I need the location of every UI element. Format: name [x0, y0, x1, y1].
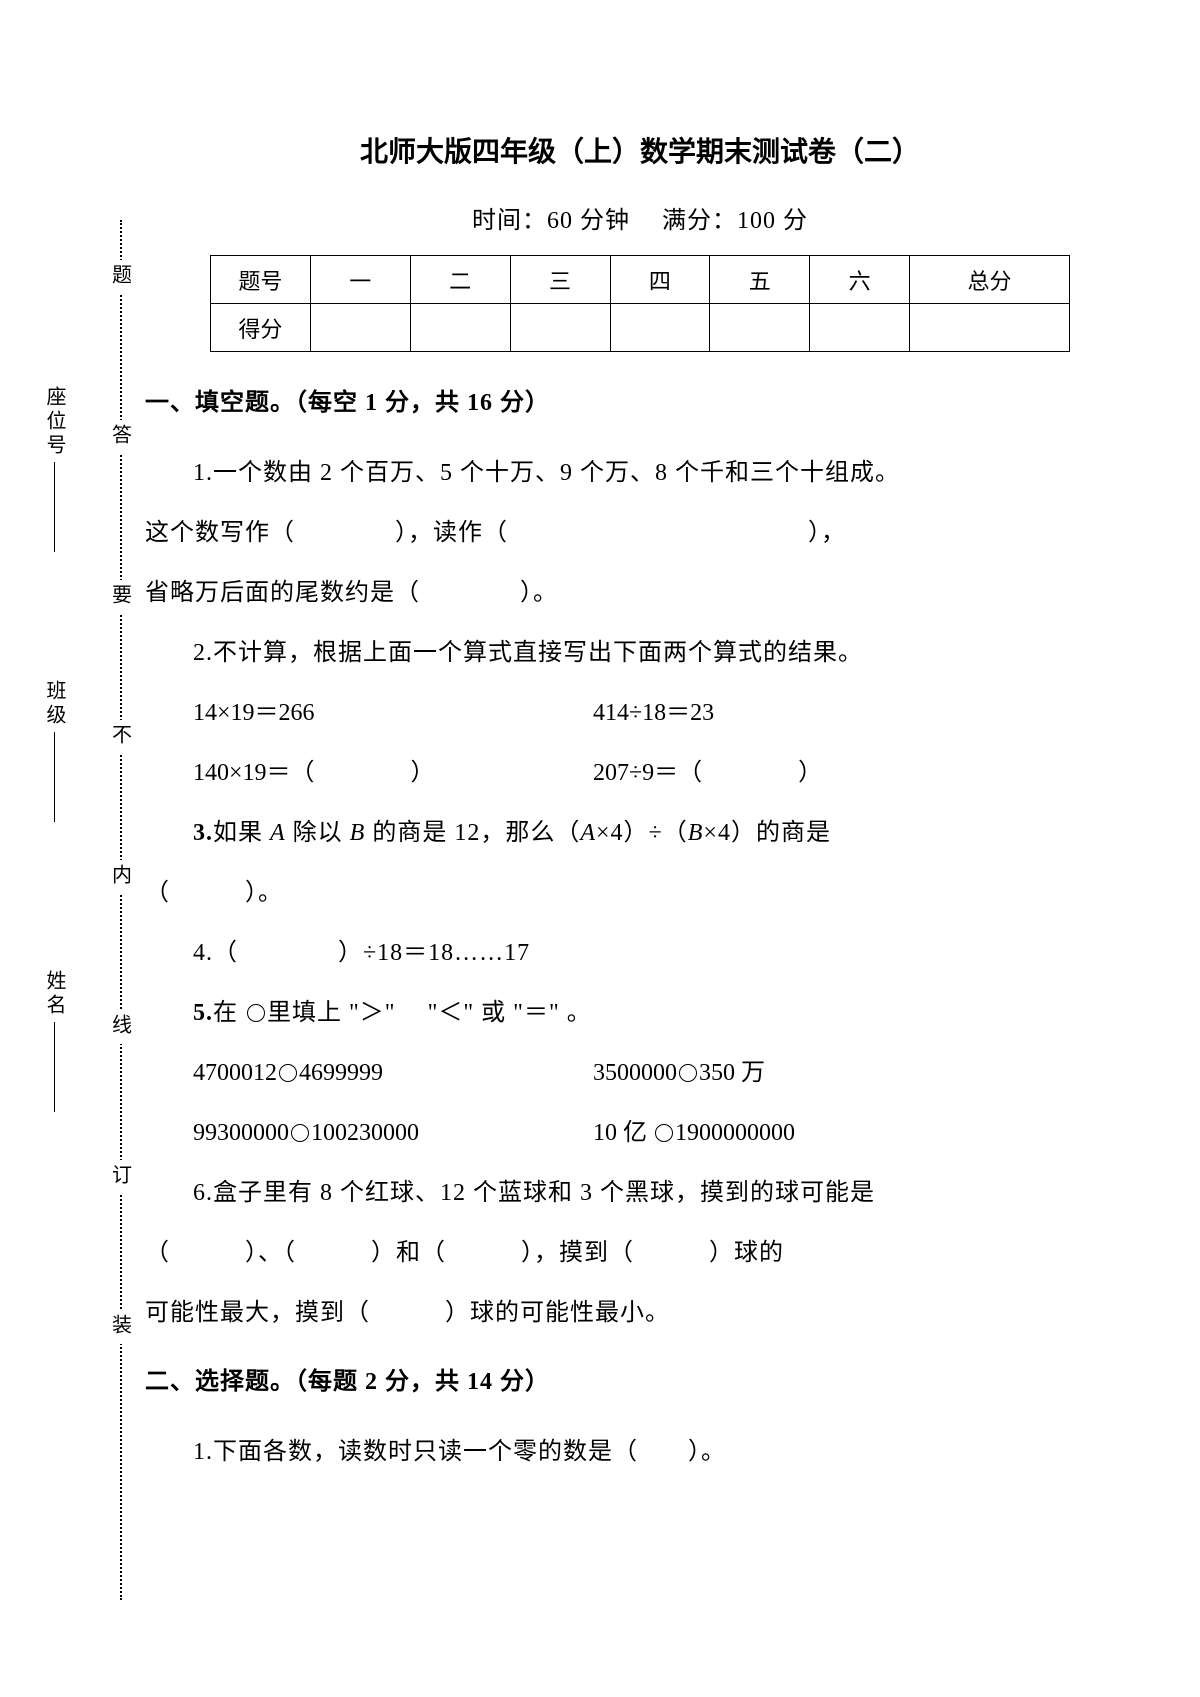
strip-char-3: 要 [106, 580, 135, 614]
table-cell-blank [710, 304, 810, 352]
q5-row-1: 47000124699999 3500000350 万 [145, 1043, 1135, 1103]
table-row: 题号 一 二 三 四 五 六 总分 [211, 256, 1070, 304]
strip-char-5: 内 [106, 860, 135, 894]
circle-icon [291, 1124, 309, 1142]
circle-icon [655, 1124, 673, 1142]
strip-char-7: 订 [106, 1160, 135, 1194]
subtitle-time: 时间：60 分钟 [472, 208, 630, 234]
q5-c-right: 10 亿 1900000000 [593, 1103, 795, 1163]
info-class-label: 班级 [40, 680, 69, 728]
q2-eq-row-1: 14×19＝266 414÷18＝23 [145, 683, 1135, 743]
q5-line1: 5.在 里填上 "＞" "＜" 或 "＝" 。 [145, 983, 1135, 1043]
table-cell-label: 得分 [211, 304, 311, 352]
strip-char-4: 不 [106, 720, 135, 754]
q3: 3.如果 A 除以 B 的商是 12，那么（A×4）÷（B×4）的商是 [145, 803, 1135, 863]
circle-icon [247, 1004, 265, 1022]
q2-eq1-left: 14×19＝266 [193, 683, 593, 743]
info-seat-label: 座位号 [40, 386, 69, 458]
q2-eq1-right: 414÷18＝23 [593, 683, 714, 743]
info-class: 班级 [40, 680, 69, 822]
table-cell-blank [810, 304, 910, 352]
q1-line3: 省略万后面的尾数约是（ ）。 [145, 563, 1135, 623]
section-2-head: 二、选择题。（每题 2 分，共 14 分） [145, 1361, 1135, 1396]
q4: 4.（ ）÷18＝18……17 [145, 923, 1135, 983]
q1-line1: 1.一个数由 2 个百万、5 个十万、9 个万、8 个千和三个十组成。 [145, 443, 1135, 503]
page-content: 北师大版四年级（上）数学期末测试卷（二） 时间：60 分钟 满分：100 分 题… [145, 130, 1135, 1482]
circle-icon [279, 1064, 297, 1082]
q6-line2: （ ）、（ ）和（ ），摸到（ ）球的 [145, 1223, 1135, 1283]
q2-line1: 2.不计算，根据上面一个算式直接写出下面两个算式的结果。 [145, 623, 1135, 683]
q5-b-left: 47000124699999 [193, 1043, 593, 1103]
table-cell: 二 [410, 256, 510, 304]
table-row: 得分 [211, 304, 1070, 352]
table-cell: 四 [610, 256, 710, 304]
info-name-line [54, 1022, 55, 1112]
q2-eq-row-2: 140×19＝（ ） 207÷9＝（ ） [145, 743, 1135, 803]
info-name-label: 姓名 [40, 970, 69, 1018]
table-cell-blank [610, 304, 710, 352]
page-title: 北师大版四年级（上）数学期末测试卷（二） [145, 130, 1135, 170]
table-cell: 五 [710, 256, 810, 304]
binding-strip: 题 答 要 不 内 线 订 装 [95, 220, 145, 1600]
table-cell-blank [410, 304, 510, 352]
table-cell-label: 题号 [211, 256, 311, 304]
score-table: 题号 一 二 三 四 五 六 总分 得分 [210, 255, 1070, 352]
strip-char-6: 线 [106, 1010, 135, 1044]
table-cell-total: 总分 [910, 256, 1070, 304]
info-seat-line [54, 462, 55, 552]
section-1-head: 一、填空题。（每空 1 分，共 16 分） [145, 382, 1135, 417]
strip-char-1: 题 [106, 260, 135, 294]
table-cell: 六 [810, 256, 910, 304]
table-cell-blank [510, 304, 610, 352]
info-seat: 座位号 [40, 386, 69, 552]
q6-line1: 6.盒子里有 8 个红球、12 个蓝球和 3 个黑球，摸到的球可能是 [145, 1163, 1135, 1223]
q1-line2: 这个数写作（ ），读作（ ）， [145, 503, 1135, 563]
s2-q1: 1.下面各数，读数时只读一个零的数是（ ）。 [145, 1422, 1135, 1482]
table-cell-blank [310, 304, 410, 352]
info-class-line [54, 732, 55, 822]
table-cell: 一 [310, 256, 410, 304]
q2-eq2-right: 207÷9＝（ ） [593, 743, 822, 803]
q3-line2: （ ）。 [145, 863, 1135, 923]
table-cell-blank [910, 304, 1070, 352]
q3-text: 3.如果 A 除以 B 的商是 12，那么（A×4）÷（B×4）的商是 [193, 820, 831, 846]
q5-row-2: 99300000100230000 10 亿 1900000000 [145, 1103, 1135, 1163]
page-subtitle: 时间：60 分钟 满分：100 分 [145, 200, 1135, 235]
info-name: 姓名 [40, 970, 69, 1112]
strip-char-8: 装 [106, 1310, 135, 1344]
q2-eq2-left: 140×19＝（ ） [193, 743, 593, 803]
q6-line3: 可能性最大，摸到（ ）球的可能性最小。 [145, 1283, 1135, 1343]
q5-c-left: 99300000100230000 [193, 1103, 593, 1163]
q5-b-right: 3500000350 万 [593, 1043, 765, 1103]
subtitle-score: 满分：100 分 [662, 208, 808, 234]
strip-char-2: 答 [106, 420, 135, 454]
table-cell: 三 [510, 256, 610, 304]
circle-icon [679, 1064, 697, 1082]
